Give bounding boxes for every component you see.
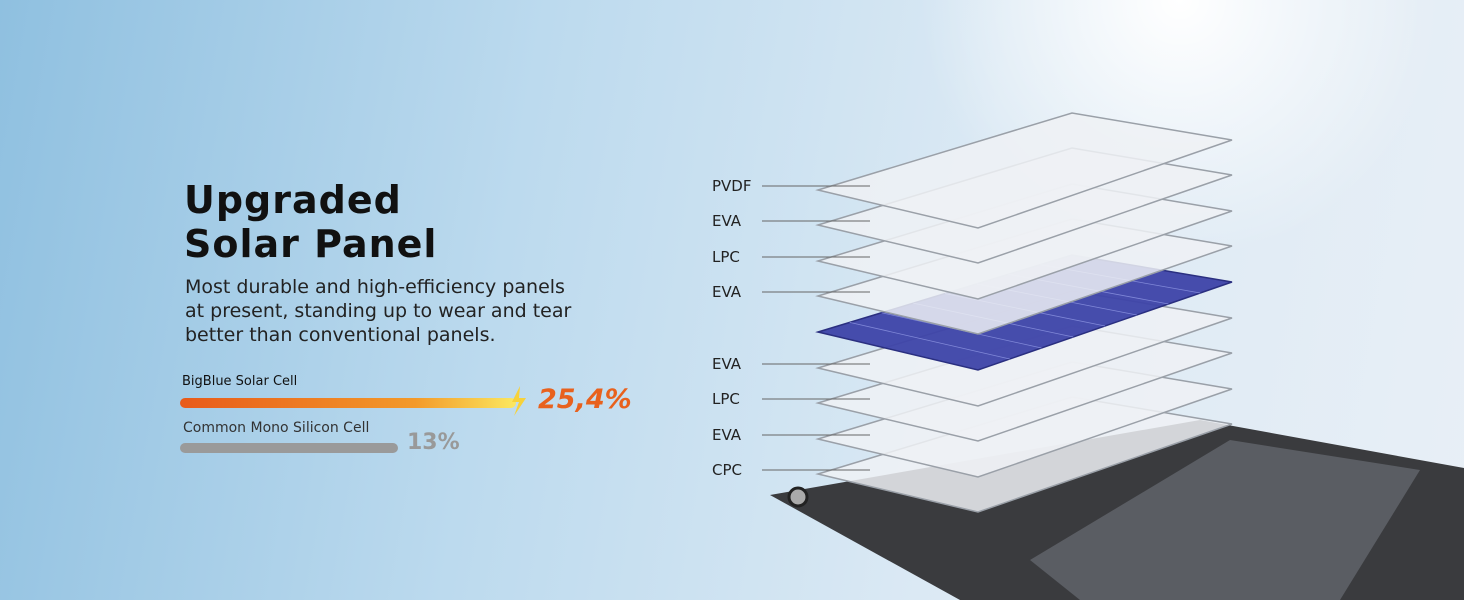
panel-cells [1030,440,1420,600]
bar-value: 25,4% [538,384,632,415]
layer-label: PVDF [712,177,752,195]
title: Upgraded [184,178,402,222]
layer-label: EVA [712,355,742,373]
layer-stack [815,112,1233,513]
bolt-icon [512,386,526,416]
bar-label: BigBlue Solar Cell [182,374,298,389]
bar-value: 13% [407,430,460,455]
layer-label: LPC [712,248,740,266]
layer-label: EVA [712,283,742,301]
description: better than conventional panels. [185,324,496,346]
layer-label: EVA [712,426,742,444]
layer-label: CPC [712,461,742,479]
bar-bigblue [180,398,516,408]
description: Most durable and high-efficiency panels [185,276,565,298]
layer-label: LPC [712,390,740,408]
title: Solar Panel [184,222,438,266]
bar-label: Common Mono Silicon Cell [183,420,370,436]
bar-common [180,443,398,453]
layer-label: EVA [712,212,742,230]
cell-grid [849,321,1010,360]
film-layer [815,112,1233,229]
grommet [787,486,809,508]
description: at present, standing up to wear and tear [185,300,572,322]
